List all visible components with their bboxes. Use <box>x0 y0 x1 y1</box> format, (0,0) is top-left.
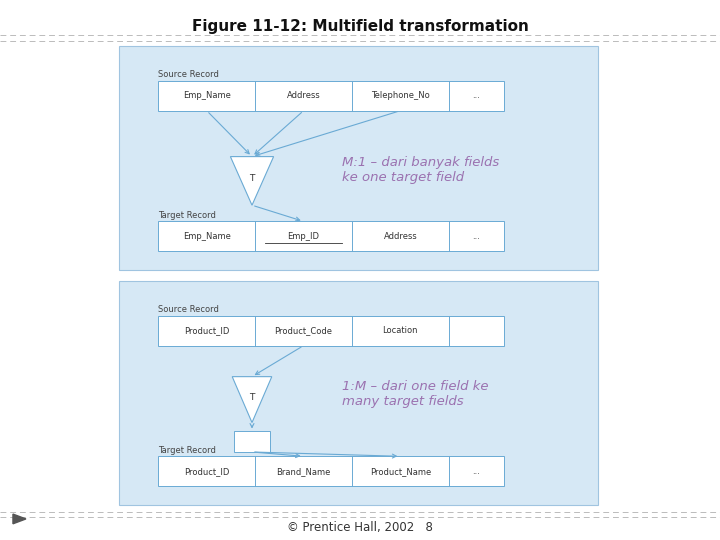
FancyBboxPatch shape <box>119 281 598 505</box>
FancyBboxPatch shape <box>158 81 504 111</box>
FancyBboxPatch shape <box>158 456 504 486</box>
Text: Product_Name: Product_Name <box>369 467 431 476</box>
Text: ...: ... <box>472 91 480 100</box>
Text: Product_ID: Product_ID <box>184 467 230 476</box>
Text: Address: Address <box>287 91 320 100</box>
Text: ...: ... <box>472 232 480 241</box>
Polygon shape <box>232 377 272 422</box>
Text: M:1 – dari banyak fields
ke one target field: M:1 – dari banyak fields ke one target f… <box>342 156 499 184</box>
Text: ...: ... <box>472 467 480 476</box>
FancyBboxPatch shape <box>158 221 504 251</box>
Text: Source Record: Source Record <box>158 305 220 314</box>
Text: Product_ID: Product_ID <box>184 326 230 335</box>
Text: T: T <box>249 174 255 183</box>
Text: T: T <box>249 393 255 402</box>
Text: © Prentice Hall, 2002   8: © Prentice Hall, 2002 8 <box>287 521 433 534</box>
Text: 1:M – dari one field ke
many target fields: 1:M – dari one field ke many target fiel… <box>342 380 488 408</box>
Text: Source Record: Source Record <box>158 70 220 79</box>
Text: Brand_Name: Brand_Name <box>276 467 330 476</box>
Text: Location: Location <box>382 326 418 335</box>
Text: Figure 11-12: Multifield transformation: Figure 11-12: Multifield transformation <box>192 19 528 34</box>
Text: Address: Address <box>384 232 417 241</box>
Text: Emp_Name: Emp_Name <box>183 232 230 241</box>
FancyBboxPatch shape <box>119 46 598 270</box>
Polygon shape <box>13 514 26 524</box>
Text: Product_Code: Product_Code <box>274 326 333 335</box>
Text: Emp_ID: Emp_ID <box>287 232 320 241</box>
FancyBboxPatch shape <box>158 316 504 346</box>
Text: Target Record: Target Record <box>158 446 216 455</box>
Text: Telephone_No: Telephone_No <box>371 91 430 100</box>
Text: Emp_Name: Emp_Name <box>183 91 230 100</box>
Polygon shape <box>230 157 274 205</box>
FancyBboxPatch shape <box>234 431 270 452</box>
Text: Target Record: Target Record <box>158 211 216 220</box>
